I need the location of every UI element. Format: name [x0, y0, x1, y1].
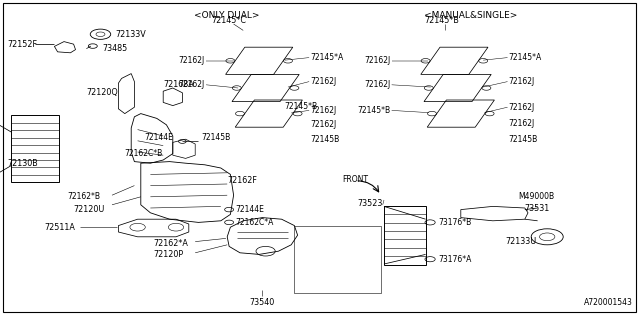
Text: 72162J: 72162J [310, 77, 337, 86]
Text: A720001543: A720001543 [584, 298, 632, 307]
Text: 72120P: 72120P [154, 250, 184, 259]
Text: 72145B: 72145B [310, 135, 340, 144]
Text: 72162F: 72162F [227, 176, 257, 185]
Text: 73540: 73540 [250, 298, 275, 307]
Text: 73531: 73531 [525, 204, 550, 212]
Text: 72162J: 72162J [310, 120, 337, 129]
Text: 72145B: 72145B [202, 133, 231, 142]
Text: 72162*A: 72162*A [154, 239, 188, 248]
Text: 73176*A: 73176*A [438, 255, 472, 264]
Text: 72144E: 72144E [144, 133, 173, 142]
Text: 72162J: 72162J [179, 56, 205, 65]
Text: 72130B: 72130B [8, 159, 38, 168]
Text: 72144E: 72144E [236, 205, 264, 214]
Text: 72162J: 72162J [364, 80, 390, 89]
Text: 72162C*A: 72162C*A [236, 218, 274, 227]
Text: M49000B: M49000B [518, 192, 554, 201]
Bar [294, 226, 381, 293]
Text: <MANUAL&SINGLE>: <MANUAL&SINGLE> [424, 11, 517, 20]
Text: 72145*A: 72145*A [509, 53, 542, 62]
Text: 72162C*B: 72162C*B [125, 149, 163, 158]
Bar [12, 115, 60, 182]
Text: 73523: 73523 [357, 199, 383, 208]
Text: 72145*B: 72145*B [357, 106, 390, 115]
Text: 72145B: 72145B [509, 135, 538, 144]
Text: 72145*B: 72145*B [424, 16, 459, 25]
Text: 72145*C: 72145*C [212, 16, 246, 25]
Text: 72162J: 72162J [364, 56, 390, 65]
Text: 72162*B: 72162*B [67, 192, 100, 201]
Text: 72162J: 72162J [509, 119, 535, 128]
Text: 73176*B: 73176*B [438, 218, 472, 227]
Text: 72120U: 72120U [74, 205, 105, 214]
Text: 72145*B: 72145*B [285, 102, 318, 111]
Text: 72152F: 72152F [8, 40, 38, 49]
Bar [385, 206, 426, 265]
Text: FRONT: FRONT [342, 175, 369, 184]
Text: 72133U: 72133U [506, 237, 537, 246]
Text: 72168A: 72168A [163, 80, 194, 89]
Text: 72162J: 72162J [509, 103, 535, 112]
Text: 72511A: 72511A [45, 223, 76, 232]
Text: 72162J: 72162J [509, 77, 535, 86]
Text: 72120Q: 72120Q [86, 88, 118, 97]
Text: 72162J: 72162J [179, 80, 205, 89]
Text: 73485: 73485 [102, 44, 127, 53]
Text: 72133V: 72133V [115, 30, 146, 39]
Text: <ONLY DUAL>: <ONLY DUAL> [195, 11, 260, 20]
Text: 72145*A: 72145*A [310, 53, 344, 62]
Text: 72162J: 72162J [310, 106, 337, 115]
